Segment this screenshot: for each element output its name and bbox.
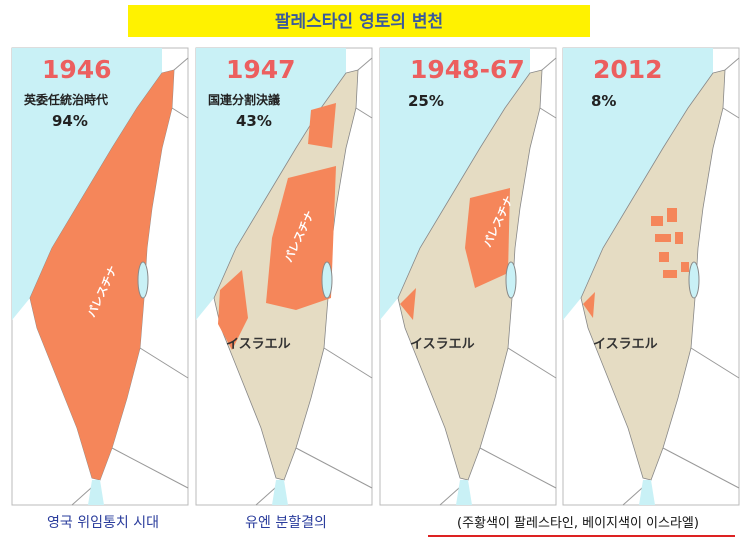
border — [439, 57, 557, 506]
title-box — [128, 5, 590, 37]
sea — [196, 48, 346, 320]
palestine-area — [681, 262, 689, 272]
sea — [12, 48, 162, 320]
percent: 94% — [52, 112, 88, 130]
year: 2012 — [593, 55, 663, 84]
palestine-area — [308, 103, 336, 148]
palestine-area — [675, 232, 683, 244]
palestine-area — [659, 252, 669, 262]
red-sea — [88, 480, 104, 505]
palestine-area — [30, 70, 174, 480]
year: 1947 — [226, 55, 296, 84]
border — [255, 57, 373, 506]
palestine-area — [465, 188, 510, 288]
percent: 8% — [591, 92, 616, 110]
year: 1946 — [42, 55, 112, 84]
percent: 25% — [408, 92, 444, 110]
period-note: 英委任統治時代 — [24, 92, 108, 107]
caption: 영국 위임통치 시대 — [47, 515, 159, 531]
palestine-area — [663, 270, 677, 278]
dead-sea — [505, 261, 517, 299]
dead-sea — [137, 261, 149, 299]
border — [71, 57, 189, 506]
palestine-area — [651, 216, 663, 226]
percent: 43% — [236, 112, 272, 130]
red-sea — [456, 480, 472, 505]
period-note: 国連分割決議 — [208, 92, 280, 107]
dead-sea — [688, 261, 700, 299]
map-panel: 2012 8% イスラエル — [562, 47, 740, 506]
caption: (주황색이 팔레스타인, 베이지색이 이스라엘) — [457, 516, 699, 531]
palestine-area — [218, 270, 248, 350]
border — [622, 57, 740, 506]
dead-sea — [321, 261, 333, 299]
palestine-area — [266, 166, 336, 310]
palestine-area — [583, 292, 595, 318]
palestine-area — [655, 234, 671, 242]
region-label: イスラエル — [593, 337, 658, 352]
region-label: イスラエル — [410, 337, 475, 352]
palestine-area — [667, 208, 677, 222]
title: 팔레스타인 영토의 변천 — [275, 12, 443, 32]
sea — [380, 48, 530, 320]
palestine-area — [400, 288, 416, 320]
region-label: イスラエル — [226, 337, 291, 352]
sea — [563, 48, 713, 320]
red-sea — [639, 480, 655, 505]
year: 1948-67 — [410, 55, 525, 84]
red-sea — [272, 480, 288, 505]
caption: 유엔 분할결의 — [245, 515, 327, 531]
